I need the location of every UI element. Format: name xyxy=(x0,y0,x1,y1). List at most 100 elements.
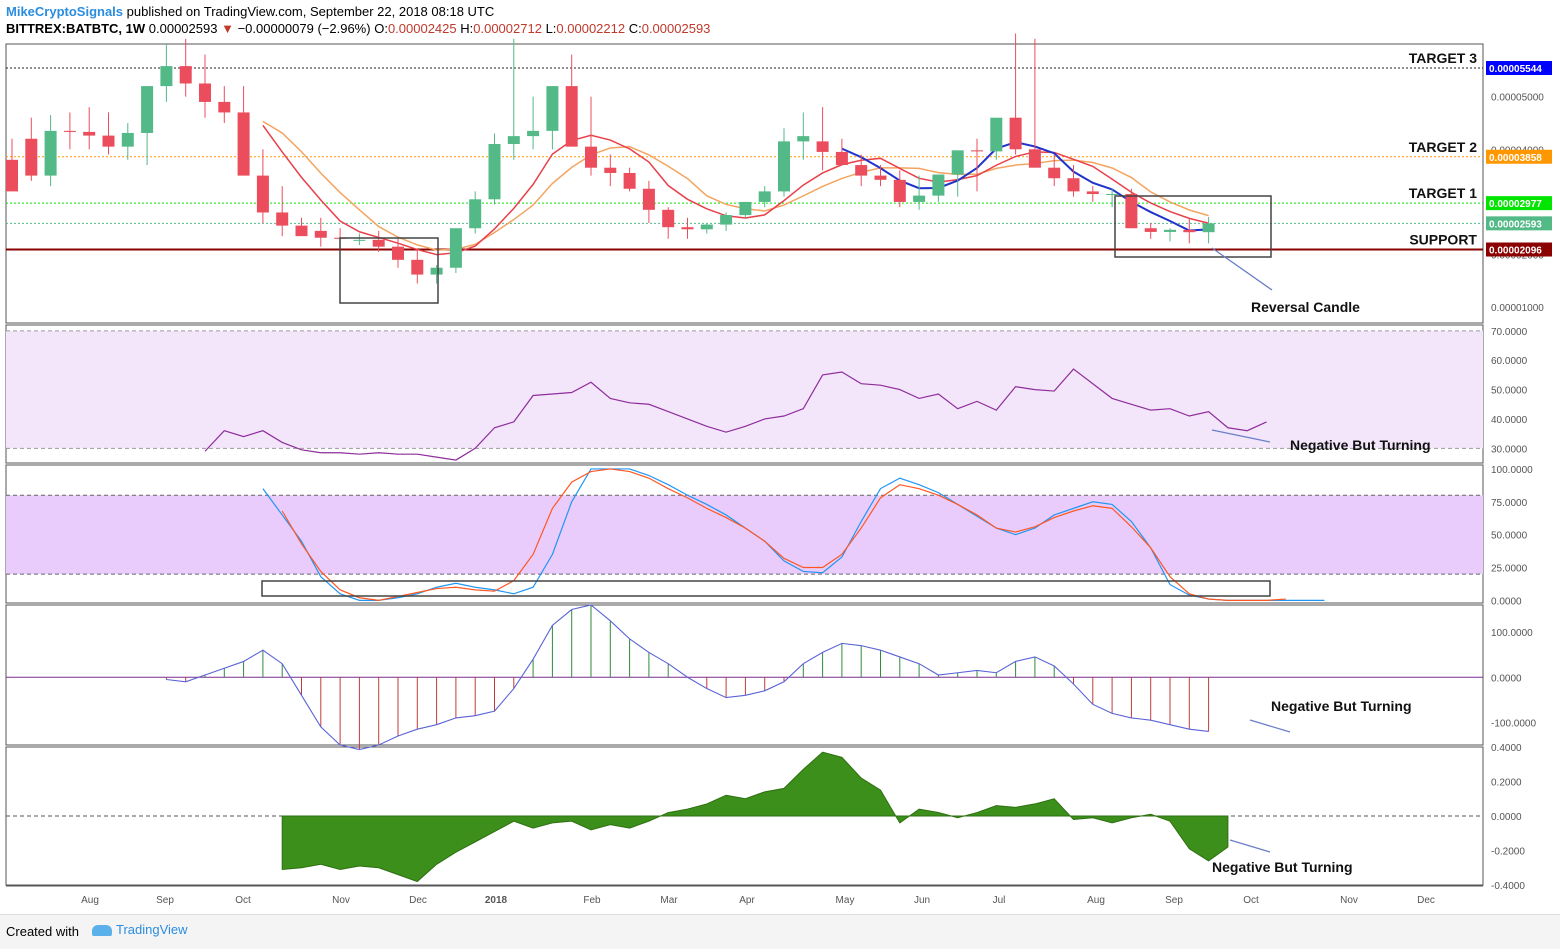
candle-body xyxy=(218,101,231,113)
indicator-tick-label: 70.0000 xyxy=(1491,327,1528,338)
candle-body xyxy=(25,138,38,176)
chart-canvas[interactable]: 0.000050000.000040000.000030000.00002000… xyxy=(0,0,1560,914)
indicator-tick-label: -0.4000 xyxy=(1491,881,1525,892)
price-change: −0.00000079 (−2.96%) xyxy=(237,21,371,36)
candle-body xyxy=(604,167,617,173)
candle-body xyxy=(507,136,520,145)
candle-body xyxy=(816,141,829,152)
annotation-text: Negative But Turning xyxy=(1271,698,1412,714)
indicator-tick-label: 0.0000 xyxy=(1491,812,1522,823)
annotation-arrow xyxy=(1249,719,1291,733)
time-axis-label: Dec xyxy=(409,895,427,906)
candle-body xyxy=(855,165,868,176)
candle-body xyxy=(1183,229,1196,233)
candle-body xyxy=(199,83,211,102)
low-label: L: xyxy=(545,21,557,36)
candle-body xyxy=(778,141,790,192)
time-axis-label: Oct xyxy=(1243,895,1259,906)
open-value: 0.00002425 xyxy=(387,21,457,36)
level-price-tag xyxy=(1486,149,1552,164)
box-marker xyxy=(339,237,439,304)
candle-body xyxy=(700,224,713,230)
publish-line: MikeCryptoSignals published on TradingVi… xyxy=(6,4,494,19)
level-price-tag xyxy=(1486,242,1552,257)
candle-body xyxy=(276,212,289,226)
candle-body xyxy=(141,86,154,133)
candle-body xyxy=(662,209,675,228)
low-value: 0.00002212 xyxy=(556,21,626,36)
indicator-line xyxy=(204,368,1267,461)
annotation-arrow xyxy=(1211,247,1273,291)
pane-i3 xyxy=(5,604,1484,746)
candle-body xyxy=(1086,191,1099,195)
candle-body xyxy=(237,112,250,176)
candle-body xyxy=(353,239,366,241)
candle-body xyxy=(623,172,636,189)
publish-info: published on TradingView.com, September … xyxy=(126,4,495,19)
moving-average-line xyxy=(262,120,1209,251)
candle-body xyxy=(971,150,983,152)
box-marker xyxy=(261,580,1271,597)
indicator-area xyxy=(281,751,1229,883)
time-axis-label: 2018 xyxy=(485,895,508,906)
level-price-tag xyxy=(1486,196,1552,211)
annotation-arrow xyxy=(1211,429,1271,443)
indicator-tick-label: 30.0000 xyxy=(1491,444,1528,455)
footer: Created with TradingView xyxy=(0,914,1560,949)
indicator-series-line xyxy=(281,468,1286,601)
candle-body xyxy=(874,175,887,180)
candle-body xyxy=(160,66,173,87)
indicator-tick-label: 100.0000 xyxy=(1491,465,1533,476)
candle-body xyxy=(642,188,655,210)
close-label: C: xyxy=(628,21,642,36)
high-value: 0.00002712 xyxy=(473,21,542,36)
candle-body xyxy=(546,86,559,131)
candle-body xyxy=(1125,194,1138,229)
candle-body xyxy=(1106,194,1119,196)
indicator-tick-label: -100.0000 xyxy=(1491,718,1536,729)
author-name[interactable]: MikeCryptoSignals xyxy=(6,4,124,19)
time-axis-label: Sep xyxy=(1165,895,1183,906)
indicator-tick-label: -0.2000 xyxy=(1491,847,1525,858)
candle-body xyxy=(932,174,945,196)
candle-body xyxy=(739,201,752,216)
indicator-tick-label: 0.2000 xyxy=(1491,778,1522,789)
indicator-tick-label: 75.0000 xyxy=(1491,498,1528,509)
candle-body xyxy=(1144,228,1157,232)
level-price-label: 0.00005544 xyxy=(1489,64,1542,75)
indicator-tick-label: 40.0000 xyxy=(1491,415,1528,426)
indicator-tick-label: 50.0000 xyxy=(1491,386,1528,397)
indicator-tick-label: 60.0000 xyxy=(1491,356,1528,367)
candle-body xyxy=(758,191,771,202)
price-tick-label: 0.00005000 xyxy=(1491,93,1544,104)
candle-body xyxy=(585,146,597,168)
time-axis-label: Apr xyxy=(739,895,755,906)
candle-body xyxy=(488,144,501,200)
tradingview-logo[interactable]: TradingView xyxy=(92,922,188,937)
level-price-label: 0.00003858 xyxy=(1489,153,1542,164)
level-name: TARGET 1 xyxy=(1409,185,1477,201)
level-price-tag xyxy=(1486,61,1552,76)
candle-body xyxy=(63,130,76,132)
indicator-tick-label: 0.0000 xyxy=(1491,673,1522,684)
time-axis-label: Feb xyxy=(583,895,601,906)
created-with-text: Created with xyxy=(6,924,79,939)
candle-body xyxy=(990,117,1003,152)
candle-body xyxy=(179,66,192,84)
candle-body xyxy=(565,86,578,147)
close-value: 0.00002593 xyxy=(641,21,711,36)
indicator-band xyxy=(6,330,1483,449)
candle-body xyxy=(681,227,694,230)
time-axis-label: Mar xyxy=(660,895,678,906)
candle-body xyxy=(469,199,482,229)
indicator-tick-label: 50.0000 xyxy=(1491,531,1528,542)
candle-body xyxy=(720,215,733,225)
candle-body xyxy=(121,132,134,147)
candle-body xyxy=(1067,178,1080,192)
down-arrow-icon: ▼ xyxy=(221,21,234,36)
indicator-tick-label: 0.4000 xyxy=(1491,743,1522,754)
candle-body xyxy=(1164,229,1176,232)
annotation-text: Negative But Turning xyxy=(1212,859,1353,875)
candle-body xyxy=(951,150,964,175)
pane-price xyxy=(5,43,1484,324)
